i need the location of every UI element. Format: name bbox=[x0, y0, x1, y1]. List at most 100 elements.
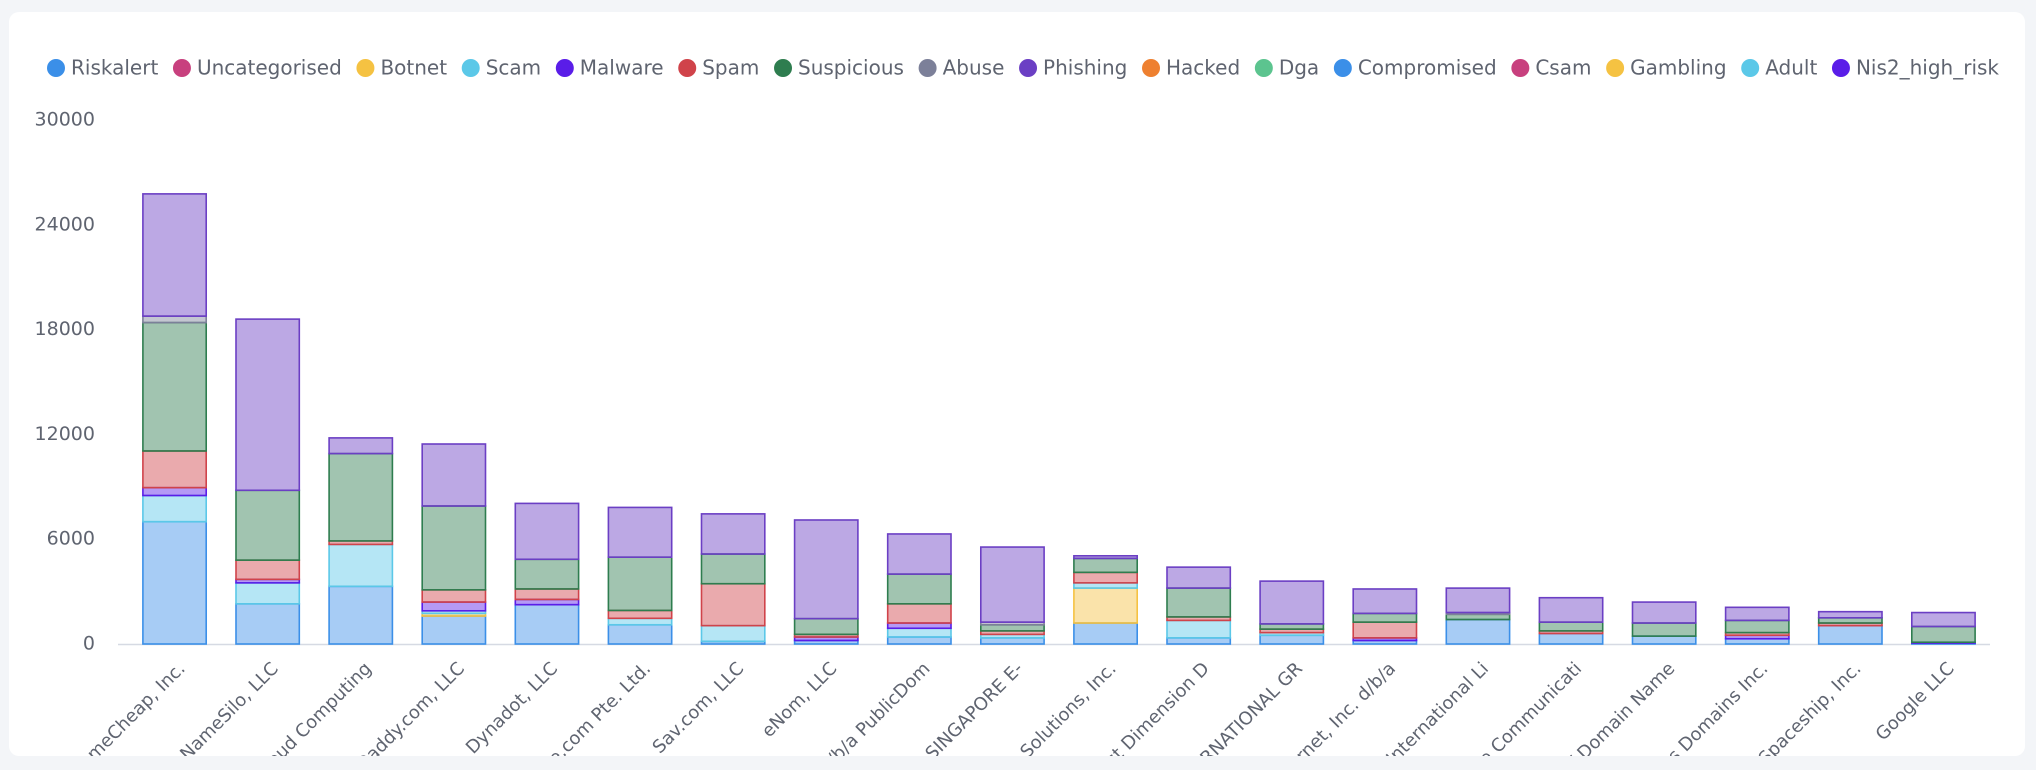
legend-item[interactable]: Uncategorised bbox=[172, 56, 342, 80]
legend-label: Uncategorised bbox=[197, 56, 342, 80]
bar-segment bbox=[1538, 632, 1604, 645]
legend: Riskalert Uncategorised Botnet Scam Malware S… bbox=[47, 56, 1999, 80]
legend-item[interactable]: Scam bbox=[461, 56, 541, 80]
legend-marker bbox=[1831, 59, 1850, 77]
legend-marker bbox=[172, 59, 191, 77]
bar-segment bbox=[142, 450, 208, 489]
legend-item[interactable]: Spam bbox=[678, 56, 759, 80]
bar-segment bbox=[421, 615, 487, 645]
bar-segment bbox=[886, 533, 952, 575]
legend-marker bbox=[1254, 59, 1273, 77]
bar-segment bbox=[1352, 612, 1418, 623]
bar-segment bbox=[1352, 588, 1418, 615]
legend-item[interactable]: Adult bbox=[1741, 56, 1817, 80]
y-tick-label: 18000 bbox=[35, 318, 95, 340]
bar-segment bbox=[328, 543, 394, 588]
bar-segment bbox=[1073, 571, 1139, 584]
bar-segment bbox=[607, 617, 673, 626]
legend-item[interactable]: Dga bbox=[1254, 56, 1319, 80]
bar-segment bbox=[979, 623, 1045, 632]
bar-segment bbox=[1631, 622, 1697, 637]
legend-item[interactable]: Csam bbox=[1511, 56, 1591, 80]
bar-segment bbox=[1724, 619, 1790, 634]
bar-segment bbox=[1259, 634, 1325, 645]
legend-label: Csam bbox=[1535, 56, 1591, 80]
bar-segment bbox=[700, 553, 766, 585]
legend-item[interactable]: Phishing bbox=[1019, 56, 1127, 80]
bar-segment bbox=[1538, 621, 1604, 632]
y-tick-label: 24000 bbox=[35, 213, 95, 235]
legend-marker bbox=[774, 59, 793, 77]
bar-segment bbox=[1910, 611, 1976, 628]
legend-marker bbox=[356, 59, 375, 77]
bar-segment bbox=[607, 609, 673, 620]
bar-segment bbox=[1631, 601, 1697, 624]
legend-item[interactable]: Riskalert bbox=[47, 56, 158, 80]
bar-segment bbox=[1073, 587, 1139, 624]
legend-marker bbox=[918, 59, 937, 77]
y-tick-label: 0 bbox=[83, 633, 95, 655]
legend-item[interactable]: Compromised bbox=[1333, 56, 1497, 80]
bar-segment bbox=[1817, 624, 1883, 645]
legend-item[interactable]: Hacked bbox=[1142, 56, 1240, 80]
legend-label: Malware bbox=[580, 56, 664, 80]
legend-marker bbox=[1019, 59, 1038, 77]
bar-segment bbox=[1724, 606, 1790, 622]
bar-segment bbox=[1073, 557, 1139, 574]
bar-segment bbox=[1445, 618, 1511, 645]
bar-segment bbox=[235, 318, 301, 492]
legend-label: Phishing bbox=[1043, 56, 1127, 80]
bar-segment bbox=[421, 505, 487, 591]
bar-segment bbox=[700, 582, 766, 627]
legend-item[interactable]: Abuse bbox=[918, 56, 1005, 80]
legend-marker bbox=[1741, 59, 1760, 77]
legend-item[interactable]: Botnet bbox=[356, 56, 447, 80]
bar-segment bbox=[1073, 554, 1139, 560]
legend-marker bbox=[1142, 59, 1161, 77]
bar-segment bbox=[328, 452, 394, 542]
bar-segment bbox=[1352, 621, 1418, 639]
bar-segment bbox=[142, 321, 208, 452]
bar-segment bbox=[328, 437, 394, 455]
legend-label: Riskalert bbox=[71, 56, 158, 80]
legend-label: Dga bbox=[1279, 56, 1319, 80]
bar-segment bbox=[979, 637, 1045, 645]
legend-item[interactable]: Gambling bbox=[1606, 56, 1727, 80]
bar-segment bbox=[142, 486, 208, 497]
bar-segment bbox=[1073, 622, 1139, 645]
bar-segment bbox=[235, 582, 301, 605]
bar-segment bbox=[421, 589, 487, 603]
bar-segment bbox=[514, 588, 580, 601]
legend-item[interactable]: Nis2_high_risk bbox=[1831, 56, 1999, 80]
bar-segment bbox=[235, 559, 301, 581]
bar-segment bbox=[235, 489, 301, 561]
bar-segment bbox=[421, 601, 487, 612]
bar-segment bbox=[514, 558, 580, 590]
legend-marker bbox=[1606, 59, 1625, 77]
card bbox=[9, 12, 2025, 756]
legend-label: Gambling bbox=[1630, 56, 1726, 80]
bar-segment bbox=[142, 494, 208, 523]
bar-segment bbox=[1631, 635, 1697, 645]
legend-label: Hacked bbox=[1166, 56, 1240, 80]
bar-segment bbox=[793, 519, 859, 620]
legend-label: Spam bbox=[702, 56, 759, 80]
bar-segment bbox=[1910, 625, 1976, 644]
legend-item[interactable]: Malware bbox=[555, 56, 664, 80]
legend-marker bbox=[678, 59, 697, 77]
legend-marker bbox=[1511, 59, 1530, 77]
legend-label: Adult bbox=[1765, 56, 1817, 80]
legend-marker bbox=[47, 59, 65, 77]
bar-segment bbox=[979, 546, 1045, 623]
bar-segment bbox=[1166, 637, 1232, 645]
legend-label: Scam bbox=[486, 56, 541, 80]
bar-segment bbox=[421, 443, 487, 507]
bar-segment bbox=[700, 624, 766, 643]
legend-item[interactable]: Suspicious bbox=[774, 56, 904, 80]
bar-segment bbox=[886, 573, 952, 605]
bar-segment bbox=[607, 556, 673, 612]
bar-segment bbox=[607, 506, 673, 558]
bar-segment bbox=[886, 636, 952, 645]
bar-segment bbox=[793, 617, 859, 636]
